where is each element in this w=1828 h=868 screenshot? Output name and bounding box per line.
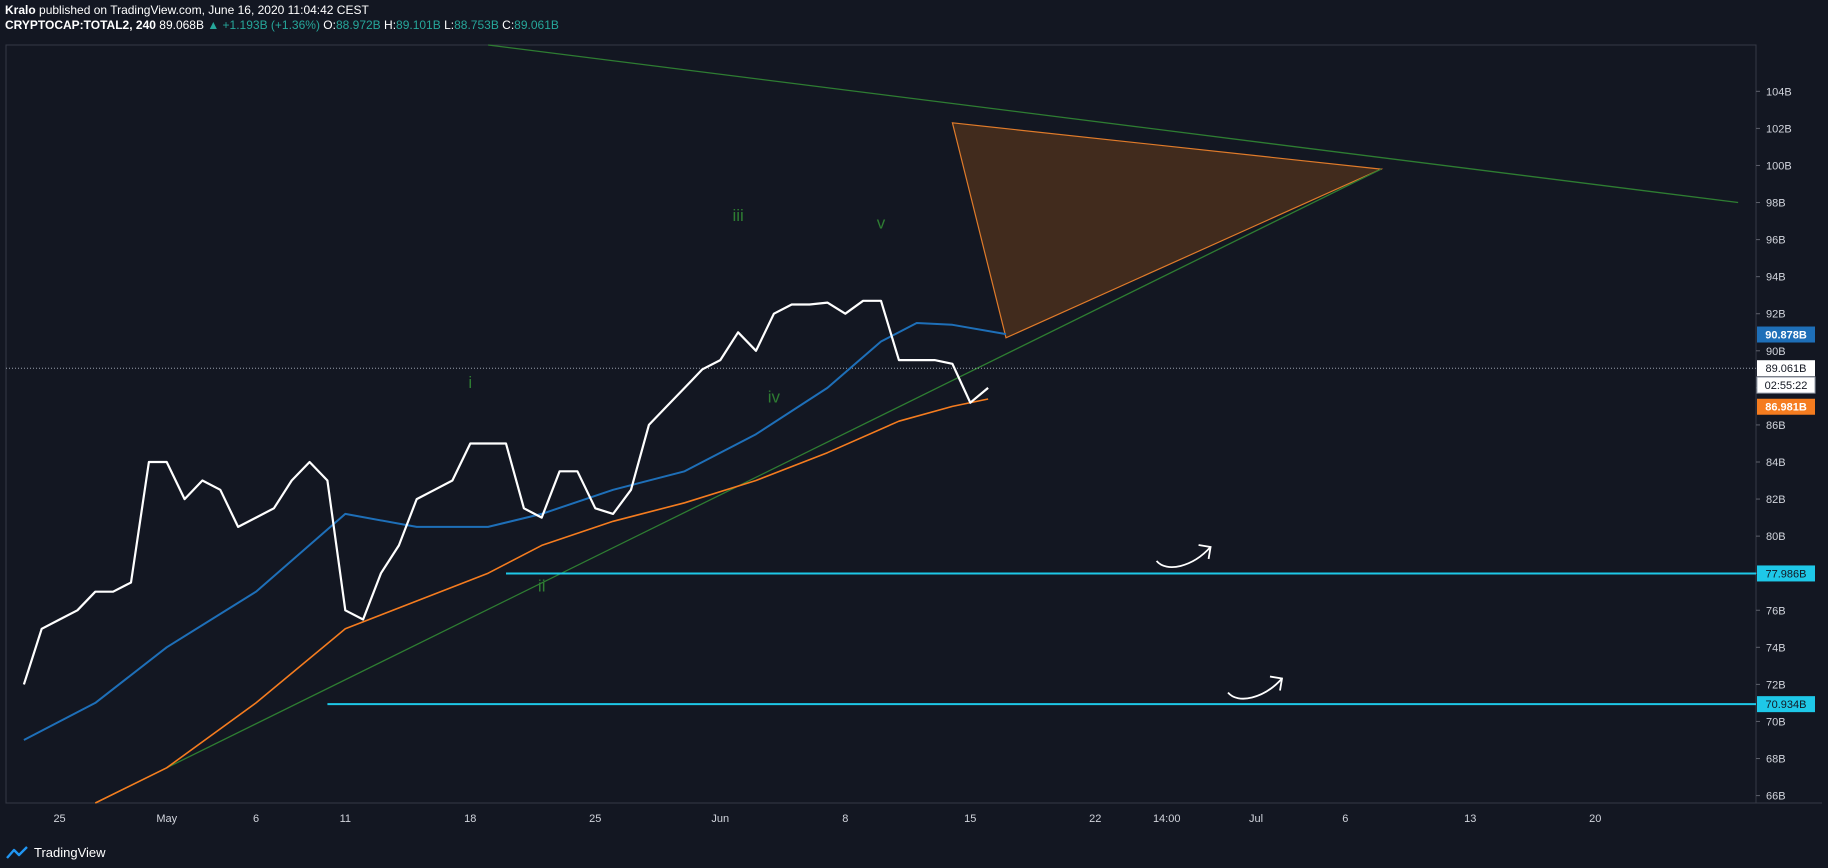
y-tick-label: 98B <box>1766 198 1786 210</box>
tradingview-footer[interactable]: TradingView <box>6 845 106 860</box>
series-price <box>22 299 989 685</box>
price-tag-label: 89.061B <box>1766 363 1807 375</box>
open-label: O: <box>323 18 336 32</box>
triangle-drawing <box>951 122 1384 339</box>
price-tag-support_2: 70.934B <box>1757 696 1815 713</box>
close-label: C: <box>502 18 515 32</box>
price-change: ▲ +1.193B (+1.36%) <box>207 18 320 32</box>
price-tag-bg <box>1757 565 1815 582</box>
low-value: 88.753B <box>454 18 499 32</box>
published-info: published on TradingView.com, June 16, 2… <box>39 3 369 17</box>
trendline-upper <box>488 44 1739 204</box>
y-tick-label: 68B <box>1766 754 1786 766</box>
x-tick-label: Jun <box>711 813 729 825</box>
x-tick-label: Jul <box>1249 813 1263 825</box>
wave-label-iii: iii <box>732 206 743 225</box>
price-tag-bg <box>1756 376 1816 394</box>
x-tick-label: 22 <box>1089 813 1101 825</box>
open-value: 88.972B <box>335 18 381 32</box>
tradingview-logo-icon <box>6 845 28 859</box>
chart-frame <box>5 44 1757 804</box>
y-tick-label: 90B <box>1766 346 1786 358</box>
chart-header: Kralo published on TradingView.com, June… <box>5 3 559 33</box>
close-value: 89.061B <box>514 18 559 32</box>
y-tick-label: 100B <box>1766 160 1792 172</box>
price-tag-label: 77.986B <box>1766 568 1807 580</box>
wave-label-iv: iv <box>768 388 781 407</box>
x-tick-label: 8 <box>842 813 848 825</box>
tradingview-brand: TradingView <box>34 845 106 860</box>
y-tick-label: 76B <box>1766 605 1786 617</box>
wave-label-i: i <box>468 373 472 392</box>
x-tick-label: 11 <box>340 813 351 825</box>
wave-label-v: v <box>877 213 886 232</box>
x-tick-label: 6 <box>253 813 259 825</box>
series-ma_orange <box>94 398 989 804</box>
wave-label-ii: ii <box>538 577 546 596</box>
arrow-drawing-2 <box>1227 675 1284 700</box>
series-ma_blue <box>23 322 1007 741</box>
x-tick-label: May <box>156 813 177 825</box>
price-tag-label: 90.878B <box>1765 330 1807 342</box>
x-tick-label: 25 <box>53 813 65 825</box>
price-tag-label: 86.981B <box>1765 402 1807 414</box>
y-tick-label: 82B <box>1766 494 1786 506</box>
price-tag-ma_orange: 86.981B <box>1757 398 1815 415</box>
x-tick-label: 14:00 <box>1153 813 1181 825</box>
author-name[interactable]: Kralo <box>5 3 36 17</box>
price-tag-bg <box>1757 360 1815 377</box>
arrow-head <box>1269 675 1284 691</box>
high-label: H: <box>384 18 397 32</box>
price-tag-bg <box>1757 326 1815 343</box>
price-tag-bg <box>1757 696 1815 713</box>
y-tick-label: 96B <box>1766 235 1786 247</box>
y-tick-label: 74B <box>1766 642 1786 654</box>
x-tick-label: 6 <box>1342 813 1348 825</box>
arrow-head <box>1198 544 1212 560</box>
x-tick-label: 13 <box>1464 813 1476 825</box>
x-tick-label: 18 <box>464 813 476 825</box>
y-tick-label: 104B <box>1766 86 1792 98</box>
y-tick-label: 86B <box>1766 420 1786 432</box>
y-tick-label: 66B <box>1766 791 1786 803</box>
price-tag-price: 89.061B <box>1757 360 1815 377</box>
y-tick-label: 72B <box>1766 679 1786 691</box>
price-tag-label: 70.934B <box>1766 699 1807 711</box>
low-label: L: <box>444 18 455 32</box>
arrow-curve <box>1155 546 1212 568</box>
x-tick-label: 15 <box>964 813 976 825</box>
x-tick-label: 25 <box>589 813 601 825</box>
y-tick-label: 92B <box>1766 309 1786 321</box>
arrow-curve <box>1227 677 1283 700</box>
y-tick-label: 70B <box>1766 716 1786 728</box>
y-tick-label: 84B <box>1766 457 1786 469</box>
symbol-label[interactable]: CRYPTOCAP:TOTAL2, 240 <box>5 18 156 32</box>
price-tag-ma_blue: 90.878B <box>1757 326 1815 343</box>
y-tick-label: 102B <box>1766 123 1792 135</box>
arrow-drawing-1 <box>1155 544 1212 568</box>
high-value: 89.101B <box>396 18 441 32</box>
price-tag-countdown: 02:55:22 <box>1756 376 1816 394</box>
price-tag-bg <box>1757 398 1815 415</box>
x-tick-label: 20 <box>1589 813 1601 825</box>
y-tick-label: 94B <box>1766 272 1786 284</box>
price-tag-support_1: 77.986B <box>1757 565 1815 582</box>
current-price: 89.068B <box>159 18 204 32</box>
price-tag-label: 02:55:22 <box>1765 380 1808 392</box>
y-tick-label: 80B <box>1766 531 1786 543</box>
